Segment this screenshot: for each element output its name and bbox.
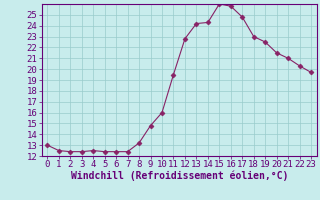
X-axis label: Windchill (Refroidissement éolien,°C): Windchill (Refroidissement éolien,°C) (70, 171, 288, 181)
